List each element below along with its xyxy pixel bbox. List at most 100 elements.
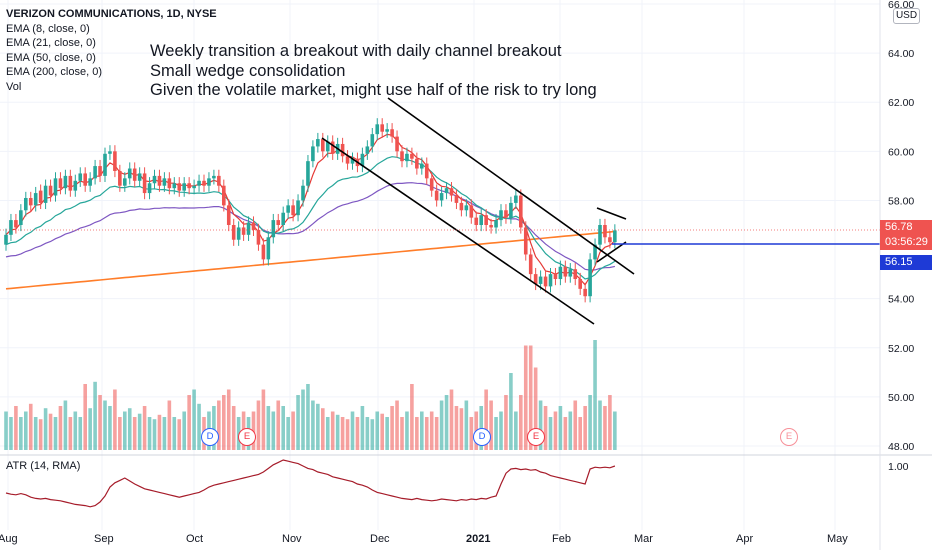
candle <box>68 169 73 197</box>
volume-bar <box>454 406 459 450</box>
volume-bar <box>301 389 305 450</box>
volume-bar <box>98 395 102 450</box>
volume-bar <box>24 411 28 450</box>
candle <box>405 147 409 168</box>
time-axis[interactable]: Aug Sep Oct Nov Dec 2021 Feb Mar Apr May <box>0 533 848 545</box>
symbol-title[interactable]: VERIZON COMMUNICATIONS, 1D, NYSE <box>6 8 217 20</box>
legend-ema200[interactable]: EMA (200, close, 0) <box>6 66 102 78</box>
time-tick-label: May <box>827 533 848 545</box>
currency-button[interactable]: USD <box>893 8 920 24</box>
volume-bar <box>78 417 83 450</box>
volume-bar <box>286 417 290 450</box>
price-tick-label: 66.00 <box>888 0 914 11</box>
legend-ema8[interactable]: EMA (8, close, 0) <box>6 22 90 35</box>
candle <box>464 199 469 217</box>
price-tick-label: 52.00 <box>888 343 914 355</box>
line-price-tag: 56.15 <box>880 255 932 270</box>
dividend-marker[interactable]: D <box>201 428 219 446</box>
volume-bar <box>573 400 578 450</box>
volume-bar <box>335 414 340 450</box>
volume-bar <box>415 417 419 450</box>
candle <box>113 145 117 178</box>
candle <box>137 167 142 187</box>
chart-annotation[interactable]: Weekly transition a breakout with daily … <box>150 42 597 101</box>
volume-bar <box>261 389 266 450</box>
earnings-marker[interactable]: E <box>527 428 545 446</box>
price-tick-label: 48.00 <box>888 441 914 453</box>
candle <box>474 211 479 232</box>
candle <box>548 267 553 293</box>
volume-bar <box>410 384 414 450</box>
candle <box>182 177 186 197</box>
volume-bar <box>231 406 236 450</box>
legend-ema21[interactable]: EMA (21, close, 0) <box>6 37 96 49</box>
candle <box>172 177 177 195</box>
legend-ema50[interactable]: EMA (50, close, 0) <box>6 51 96 64</box>
candle <box>380 118 384 138</box>
candle <box>73 174 78 197</box>
time-tick-label: Oct <box>186 533 203 545</box>
atr-series <box>5 459 616 508</box>
candle <box>63 169 68 195</box>
volume-bar <box>14 406 18 450</box>
volume-bar <box>152 419 157 450</box>
volume-bar <box>162 417 167 450</box>
volume-bar <box>603 406 607 450</box>
volume-bar <box>390 406 394 450</box>
candle <box>553 267 558 286</box>
candle <box>103 147 107 183</box>
dividend-marker[interactable]: D <box>473 428 491 446</box>
volume-bar <box>380 413 384 450</box>
candle <box>43 179 48 210</box>
candle <box>519 189 523 234</box>
channel-upper-line[interactable] <box>387 97 635 275</box>
candle <box>360 147 365 173</box>
candle <box>286 199 290 219</box>
volume-bar <box>400 417 404 450</box>
candle <box>424 157 429 185</box>
candle <box>4 228 8 251</box>
candle <box>271 213 276 244</box>
volume-bar <box>43 408 48 450</box>
atr-legend[interactable]: ATR (14, RMA) <box>6 460 81 472</box>
candle <box>311 140 315 168</box>
volume-bar <box>142 406 147 450</box>
volume-bar <box>103 400 107 450</box>
volume-bar <box>83 384 87 450</box>
candle <box>494 213 498 234</box>
annotation-line-3: Given the volatile market, might use hal… <box>150 81 597 99</box>
candle <box>365 140 370 160</box>
candle <box>251 216 256 237</box>
volume-bar <box>405 411 409 450</box>
candle <box>469 199 474 224</box>
volume-bar <box>375 411 380 450</box>
candle <box>439 186 444 207</box>
candle <box>390 123 394 143</box>
wedge-lower-line[interactable] <box>596 241 627 263</box>
earnings-marker-upcoming[interactable]: E <box>780 428 798 446</box>
volume-bar <box>558 406 563 450</box>
countdown-tag: 03:56:29 <box>880 235 932 250</box>
volume-bar <box>58 406 63 450</box>
price-axis[interactable]: 66.00 64.00 62.00 60.00 58.00 54.00 52.00 50.00… <box>888 0 914 473</box>
channel-lower-line[interactable] <box>321 137 595 325</box>
candle <box>321 132 325 158</box>
volume-bar <box>548 417 553 450</box>
candle <box>24 191 28 217</box>
volume-bar <box>519 395 523 450</box>
volume-bar <box>509 373 513 450</box>
volume-bar <box>113 389 117 450</box>
candle <box>340 137 345 163</box>
candle <box>410 147 414 165</box>
volume-bar <box>226 389 231 450</box>
volume-bar <box>340 417 345 450</box>
wedge-upper-line[interactable] <box>596 207 627 220</box>
volume-bar <box>553 411 558 450</box>
legend-volume[interactable]: Vol <box>6 80 22 93</box>
candle <box>420 157 424 175</box>
earnings-marker[interactable]: E <box>238 428 256 446</box>
candle <box>395 130 399 158</box>
trendline-drawings[interactable] <box>0 97 880 325</box>
candle <box>588 253 592 303</box>
